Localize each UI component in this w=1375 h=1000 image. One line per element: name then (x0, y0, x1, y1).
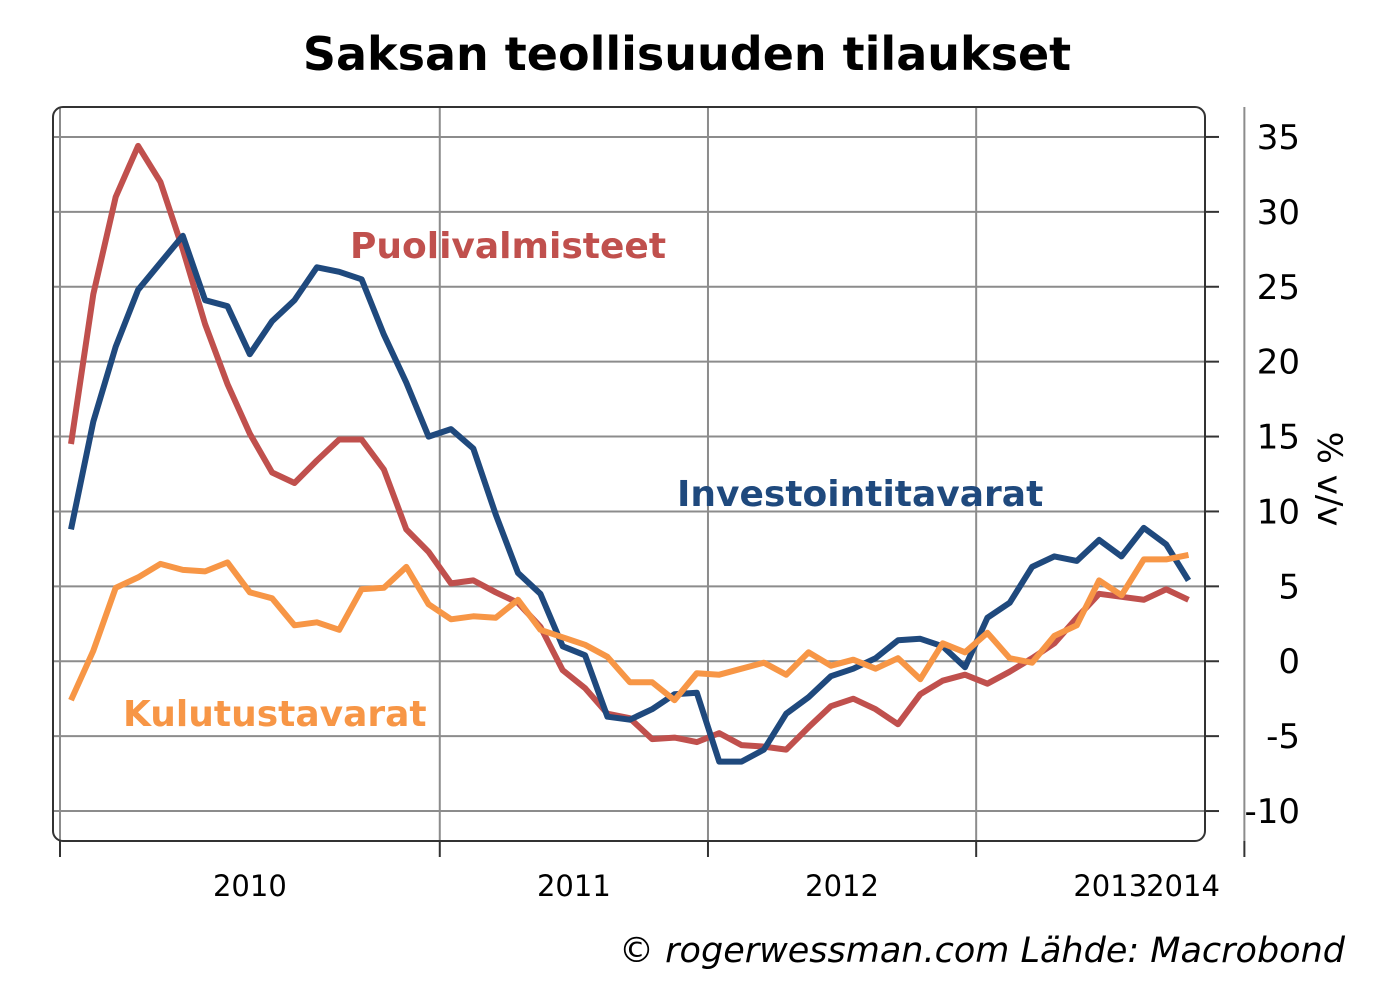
y-tick-label: 10 (1257, 492, 1300, 532)
y-tick-label: 15 (1257, 418, 1300, 458)
series-label-investointitavarat: Investointitavarat (677, 474, 1043, 515)
chart-title: Saksan teollisuuden tilaukset (303, 27, 1071, 81)
series-label-kulutustavarat: Kulutustavarat (123, 694, 427, 735)
series-line-kulutustavarat (68, 551, 1190, 704)
y-tick-label: 5 (1278, 567, 1300, 607)
series-line-investointitavarat (68, 232, 1192, 765)
x-tick-label: 2012 (805, 869, 879, 903)
y-tick-label: -5 (1266, 717, 1300, 757)
x-tick-label: 2014 (1146, 869, 1220, 903)
source-credit: © rogerwessman.com Lähde: Macrobond (619, 931, 1346, 971)
y-tick-label: 20 (1257, 343, 1300, 383)
x-tick-label: 2010 (213, 869, 287, 903)
x-tick-label: 2013 (1073, 869, 1147, 903)
plot-frame (52, 106, 1206, 842)
y-axis-label: % v/v (1309, 432, 1349, 527)
series-label-puolivalmisteet: Puolivalmisteet (350, 226, 666, 267)
series-lines (68, 142, 1192, 765)
y-tick-label: 25 (1257, 268, 1300, 308)
y-tick-label: -10 (1244, 792, 1300, 832)
y-tick-label: 0 (1278, 642, 1300, 682)
x-tick-label: 2011 (537, 869, 611, 903)
y-tick-label: 30 (1257, 193, 1300, 233)
y-tick-label: 35 (1257, 118, 1300, 158)
